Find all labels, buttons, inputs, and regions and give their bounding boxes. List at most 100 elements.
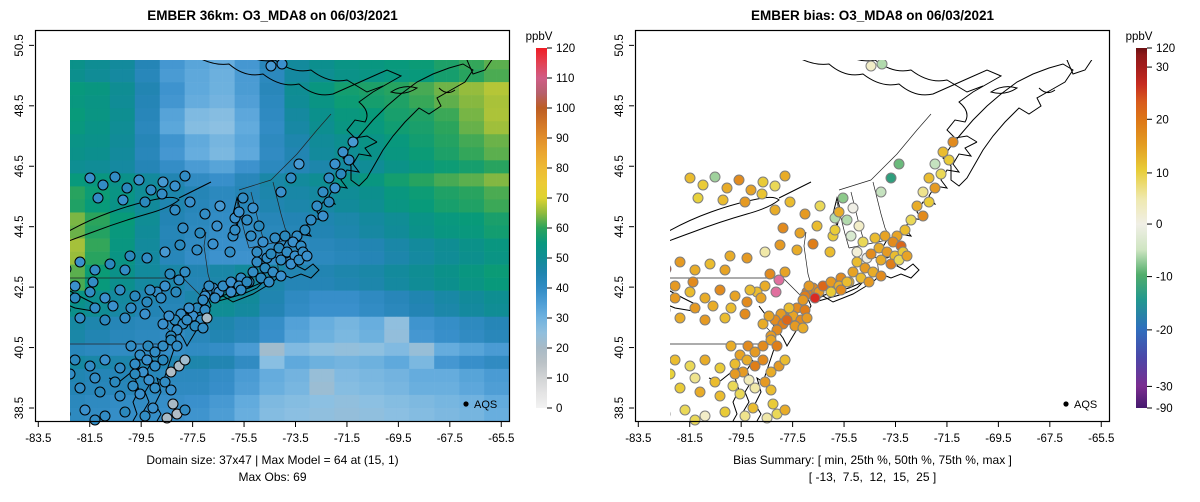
station-dot bbox=[109, 376, 121, 388]
model-map-plot bbox=[36, 60, 510, 426]
station-dot bbox=[739, 196, 751, 208]
station-dot bbox=[36, 357, 46, 367]
station-dot bbox=[99, 354, 111, 366]
station-dot bbox=[837, 192, 849, 204]
station-dot bbox=[769, 180, 781, 192]
station-dot bbox=[311, 200, 323, 212]
station-dot bbox=[169, 204, 181, 216]
y-tick-label: 44.5 bbox=[14, 215, 26, 237]
station-dot bbox=[719, 312, 731, 324]
station-dot bbox=[670, 354, 681, 366]
station-dot bbox=[771, 340, 783, 352]
station-dot bbox=[109, 171, 121, 183]
station-dot bbox=[729, 290, 741, 302]
station-dot bbox=[809, 292, 821, 304]
station-dot bbox=[247, 266, 259, 278]
station-dot bbox=[183, 302, 195, 314]
x-tick-label: -69.5 bbox=[985, 433, 1011, 445]
station-dot bbox=[689, 264, 701, 276]
colorbar-tick-label: 60 bbox=[556, 223, 569, 235]
station-dot bbox=[825, 286, 837, 298]
station-dot bbox=[157, 318, 169, 330]
plot-box bbox=[634, 29, 1111, 423]
station-dot bbox=[107, 300, 119, 312]
aqs-legend-label: AQS bbox=[474, 399, 497, 411]
station-dot bbox=[644, 375, 654, 385]
station-dot bbox=[157, 176, 169, 188]
station-dot bbox=[224, 246, 236, 258]
station-dot bbox=[121, 182, 133, 194]
station-dot bbox=[89, 372, 101, 384]
station-dot bbox=[689, 372, 701, 384]
station-dot bbox=[801, 312, 813, 324]
station-dot bbox=[74, 312, 86, 324]
station-dot bbox=[104, 258, 116, 270]
station-dot bbox=[194, 227, 206, 239]
station-dot bbox=[173, 274, 185, 286]
station-dot bbox=[692, 192, 704, 204]
station-dot bbox=[811, 220, 823, 232]
station-dot bbox=[670, 280, 681, 292]
station-dot bbox=[833, 206, 845, 218]
station-dot bbox=[149, 346, 161, 358]
station-dot bbox=[253, 220, 265, 232]
y-tick-label: 42.5 bbox=[614, 276, 626, 298]
station-dot bbox=[265, 60, 277, 72]
x-tick-label: -81.5 bbox=[77, 433, 103, 445]
station-dot bbox=[741, 354, 753, 366]
station-dot bbox=[635, 325, 645, 335]
station-dot bbox=[841, 214, 853, 226]
colorbar-tick-label: 10 bbox=[556, 373, 569, 385]
station-dot bbox=[745, 184, 757, 196]
station-dot bbox=[129, 290, 141, 302]
station-dot bbox=[347, 136, 359, 148]
colorbar-tick-label: 80 bbox=[556, 163, 569, 175]
station-dot bbox=[674, 382, 686, 394]
station-dot bbox=[699, 292, 711, 304]
station-dot bbox=[70, 411, 71, 417]
x-tick-label: -73.5 bbox=[282, 433, 308, 445]
station-dot bbox=[114, 284, 126, 296]
station-dot bbox=[893, 158, 905, 170]
station-dot bbox=[814, 200, 826, 212]
x-tick-label: -81.5 bbox=[677, 433, 703, 445]
station-dot bbox=[184, 196, 196, 208]
station-dot bbox=[142, 340, 154, 352]
colorbar-tick-label: 100 bbox=[556, 103, 575, 115]
station-dot bbox=[743, 374, 755, 386]
station-dot bbox=[759, 280, 771, 292]
station-dot bbox=[299, 224, 311, 236]
colorbar-tick-label: 120 bbox=[556, 43, 575, 55]
station-dot bbox=[337, 146, 349, 158]
station-dot bbox=[139, 410, 151, 422]
station-dot bbox=[275, 254, 287, 266]
station-dot bbox=[165, 366, 177, 378]
x-tick-label: -75.5 bbox=[831, 433, 857, 445]
station-dot bbox=[164, 268, 176, 280]
y-tick-label: 38.5 bbox=[614, 397, 626, 419]
station-dot bbox=[285, 172, 297, 184]
colorbar-label: ppbV bbox=[1126, 31, 1153, 43]
station-dot bbox=[791, 244, 803, 256]
station-dot bbox=[845, 230, 857, 242]
station-dot bbox=[149, 382, 161, 394]
colorbar-tick-label: 20 bbox=[556, 343, 569, 355]
station-dot bbox=[201, 312, 213, 324]
station-dot bbox=[275, 270, 287, 282]
station-dot bbox=[747, 402, 759, 414]
y-tick-label: 48.5 bbox=[14, 95, 26, 117]
station-dot bbox=[275, 186, 287, 198]
station-dot bbox=[714, 362, 726, 374]
station-dot bbox=[725, 340, 737, 352]
station-dot bbox=[40, 393, 50, 403]
station-dot bbox=[269, 232, 281, 244]
station-dot bbox=[765, 384, 777, 396]
y-tick-label: 46.5 bbox=[614, 155, 626, 177]
station-dot bbox=[749, 346, 761, 358]
station-dot bbox=[865, 248, 877, 260]
station-dot bbox=[687, 276, 699, 288]
station-dot bbox=[99, 314, 111, 326]
colorbar-tick-label: 50 bbox=[556, 253, 569, 265]
station-dot bbox=[697, 179, 709, 191]
station-dot bbox=[923, 196, 935, 208]
